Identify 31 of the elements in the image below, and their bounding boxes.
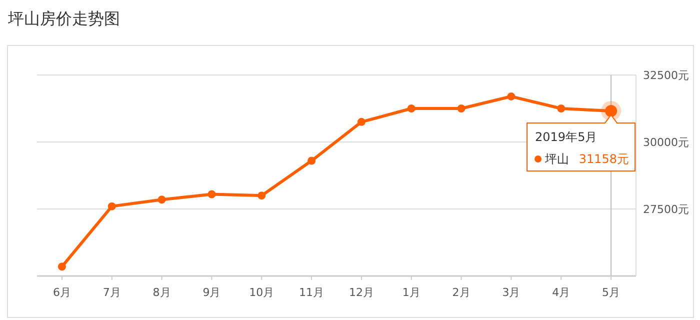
point — [308, 156, 316, 165]
point — [58, 262, 66, 271]
annotation: 2019年5月 — [535, 130, 598, 144]
x-tick-label: 11月 — [299, 286, 324, 299]
x-tick-label: 6月 — [52, 286, 71, 299]
point — [557, 104, 566, 112]
data-label: 31158元 — [578, 152, 630, 166]
point — [457, 104, 466, 112]
point — [108, 202, 116, 210]
point — [258, 192, 266, 200]
x-tick-label: 7月 — [102, 286, 121, 299]
point — [407, 104, 416, 112]
x-tick-label: 10月 — [249, 286, 274, 299]
title: 坪山房价走势图 — [8, 9, 120, 28]
legend: 坪山 — [534, 152, 570, 166]
x-tick-label: 12月 — [348, 286, 374, 299]
point — [208, 190, 216, 198]
x-tick-label: 3月 — [502, 286, 520, 299]
legend-label: 坪山 — [544, 152, 570, 166]
y-tick-label: 32500元 — [643, 69, 689, 82]
x-tick-label: 9月 — [202, 286, 221, 299]
x-tick-label: 8月 — [152, 286, 171, 299]
y-tick-label: 30000元 — [643, 136, 689, 149]
x-tick-label: 1月 — [402, 286, 420, 299]
x-tick-label: 4月 — [552, 286, 570, 299]
point — [158, 196, 166, 204]
point — [507, 92, 516, 100]
point — [357, 118, 366, 126]
y-tick-label: 27500元 — [643, 203, 689, 216]
x-tick-label: 5月 — [602, 286, 620, 299]
x-tick-label: 2月 — [452, 286, 470, 299]
